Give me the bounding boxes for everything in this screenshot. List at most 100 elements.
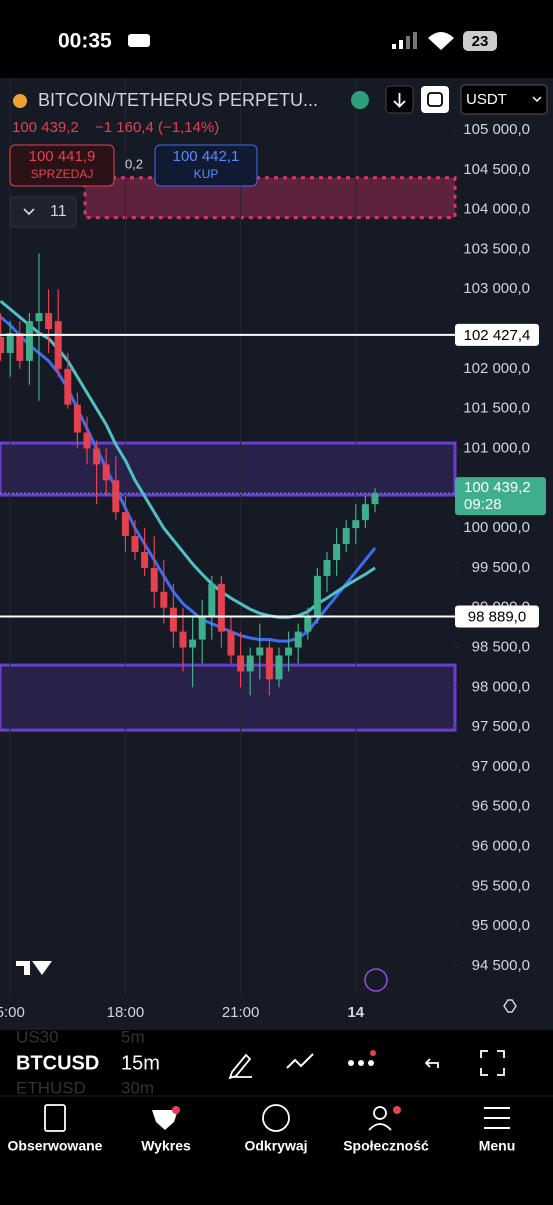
y-tick-label: 103 000,0 (463, 280, 530, 297)
last-price-label: 100 439,2 (464, 479, 531, 496)
watchlist-icon (44, 1104, 66, 1132)
price-change: −1 160,4 (−1,14%) (95, 119, 219, 136)
y-tick-label: 95 500,0 (472, 877, 530, 894)
y-tick-label: 96 000,0 (472, 838, 530, 855)
undo-tool[interactable] (424, 1058, 439, 1068)
y-tick-label: 102 000,0 (463, 360, 530, 377)
last-price-box (455, 477, 546, 516)
y-tick-label: 99 500,0 (472, 559, 530, 576)
candle-body (169, 607, 177, 632)
sell-button[interactable] (9, 144, 115, 187)
nav-label[interactable]: Obserwowane (8, 1138, 103, 1154)
candle-body (45, 313, 53, 330)
chevron (23, 208, 35, 216)
drawings-toggle[interactable] (9, 196, 77, 228)
nav-labels: Obserwowane Wykres Odkrywaj Społeczność Menu (8, 1138, 516, 1154)
y-tick-label: 94 500,0 (472, 957, 530, 974)
coin-icon (13, 94, 27, 108)
ghost-symbol: US30 (16, 1027, 59, 1046)
candle-body (275, 655, 283, 680)
candle-body (73, 404, 81, 433)
menu-icon (484, 1107, 510, 1129)
chart-icon (152, 1110, 178, 1130)
explore-icon (262, 1104, 290, 1132)
y-tick-label: 98 500,0 (472, 638, 530, 655)
x-tick-label: 5:00 (0, 1004, 25, 1021)
ghost-interval: 30m (121, 1078, 154, 1097)
candle-body (35, 313, 43, 322)
price-label: 98 889,0 (468, 609, 526, 626)
battery-level: 23 (472, 33, 489, 50)
price-label: 102 427,4 (464, 327, 531, 344)
y-tick-label: 104 500,0 (463, 161, 530, 178)
candle-body (208, 583, 216, 616)
y-tick-label: 95 000,0 (472, 917, 530, 934)
candle-body (64, 368, 72, 405)
candle-body (150, 567, 158, 592)
y-tick-label: 101 500,0 (463, 400, 530, 417)
clock: 00:35 (58, 30, 112, 53)
candle-body (93, 448, 101, 465)
candle-body (323, 559, 331, 576)
moving-average (0, 300, 376, 619)
car-icon (128, 34, 150, 47)
spread: 0,2 (125, 156, 143, 171)
plot: 5:00 18:00 21:00 14 105 000,0 104 500,0 104 00… (0, 78, 546, 1021)
replay-button[interactable] (421, 86, 449, 113)
symbol-button[interactable]: BTCUSD (16, 1052, 99, 1074)
fullscreen-tool[interactable] (480, 1050, 505, 1076)
candle-body (217, 583, 225, 632)
y-tick-label: 103 500,0 (463, 240, 530, 257)
y-tick-label: 96 500,0 (472, 798, 530, 815)
candle-body (25, 321, 33, 361)
zone (83, 176, 457, 220)
candle-body (121, 512, 129, 537)
price-label-box (455, 323, 539, 346)
market-status (351, 91, 369, 109)
nav-label[interactable]: Odkrywaj (244, 1138, 307, 1154)
nav-label[interactable]: Społeczność (343, 1138, 429, 1154)
y-tick-label: 104 000,0 (463, 201, 530, 218)
buy-label: KUP (194, 167, 219, 181)
candle-body (313, 575, 321, 616)
candle-body (160, 591, 168, 608)
zone (0, 663, 457, 732)
x-tick-label: 18:00 (107, 1004, 145, 1021)
ghost-interval: 5m (121, 1027, 145, 1046)
countdown: 09:28 (464, 496, 502, 513)
y-tick-label: 98 000,0 (472, 678, 530, 695)
chart-area (0, 78, 553, 1030)
battery (463, 31, 497, 51)
candle-body (141, 551, 149, 568)
settings-icon[interactable] (503, 999, 517, 1013)
x-tick-label: 21:00 (222, 1004, 260, 1021)
price-label-box (455, 605, 539, 628)
nav-label[interactable]: Wykres (141, 1138, 191, 1154)
candle-body (189, 639, 197, 648)
candle-body (294, 631, 302, 648)
community-icon (368, 1106, 392, 1131)
symbol-title[interactable]: BITCOIN/TETHERUS PERPETU... (38, 90, 318, 110)
moving-average (0, 315, 377, 643)
candle-body (256, 647, 264, 656)
interval-button[interactable]: 15m (121, 1052, 160, 1074)
y-tick-label: 101 000,0 (463, 439, 530, 456)
nav-label[interactable]: Menu (479, 1138, 516, 1154)
events-icon[interactable] (364, 968, 388, 992)
draw-tool[interactable] (228, 1053, 252, 1080)
more-tool[interactable] (348, 1050, 376, 1066)
drawings-count: 11 (50, 203, 67, 220)
badge (393, 1106, 401, 1114)
indicators-tool[interactable] (286, 1053, 314, 1069)
wifi (428, 32, 454, 50)
candle-body (371, 493, 379, 505)
chevron (532, 96, 542, 103)
y-tick-label: 97 000,0 (472, 758, 530, 775)
currency-select[interactable] (460, 84, 548, 115)
candle-body (246, 655, 254, 672)
sell-price: 100 441,9 (29, 148, 96, 165)
sell-label: SPRZEDAJ (31, 167, 94, 181)
candle-body (112, 480, 120, 513)
buy-button[interactable] (154, 144, 258, 187)
